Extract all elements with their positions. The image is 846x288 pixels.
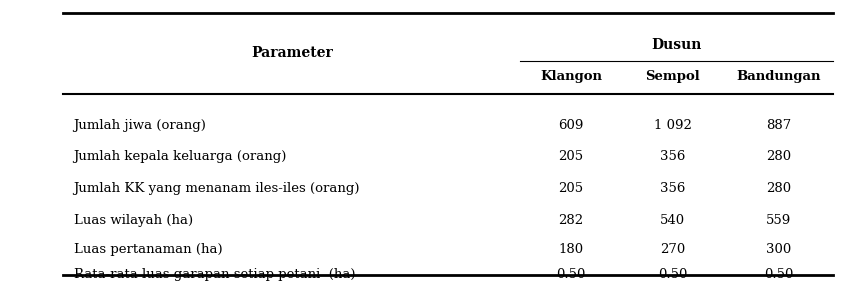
Text: 0.50: 0.50: [764, 268, 793, 281]
Text: 205: 205: [558, 182, 584, 195]
Text: 356: 356: [660, 182, 685, 195]
Text: Parameter: Parameter: [251, 46, 332, 60]
Text: Jumlah kepala keluarga (orang): Jumlah kepala keluarga (orang): [74, 150, 287, 164]
Text: Bandungan: Bandungan: [736, 70, 821, 83]
Text: 205: 205: [558, 150, 584, 164]
Text: 280: 280: [766, 182, 791, 195]
Text: Jumlah jiwa (orang): Jumlah jiwa (orang): [74, 119, 206, 132]
Text: 609: 609: [558, 119, 584, 132]
Text: Rata-rata luas garapan setiap petani  (ha): Rata-rata luas garapan setiap petani (ha…: [74, 268, 355, 281]
Text: 280: 280: [766, 150, 791, 164]
Text: Klangon: Klangon: [540, 70, 602, 83]
Text: Luas wilayah (ha): Luas wilayah (ha): [74, 214, 193, 227]
Text: 1 092: 1 092: [654, 119, 691, 132]
Text: 300: 300: [766, 242, 791, 256]
Text: Sempol: Sempol: [645, 70, 700, 83]
Text: 356: 356: [660, 150, 685, 164]
Text: 887: 887: [766, 119, 791, 132]
Text: Luas pertanaman (ha): Luas pertanaman (ha): [74, 242, 222, 256]
Text: 270: 270: [660, 242, 685, 256]
Text: 0.50: 0.50: [557, 268, 585, 281]
Text: 282: 282: [558, 214, 584, 227]
Text: 559: 559: [766, 214, 791, 227]
Text: Dusun: Dusun: [651, 38, 702, 52]
Text: 540: 540: [660, 214, 685, 227]
Text: 180: 180: [558, 242, 584, 256]
Text: Jumlah KK yang menanam iles-iles (orang): Jumlah KK yang menanam iles-iles (orang): [74, 182, 360, 195]
Text: 0.50: 0.50: [658, 268, 687, 281]
